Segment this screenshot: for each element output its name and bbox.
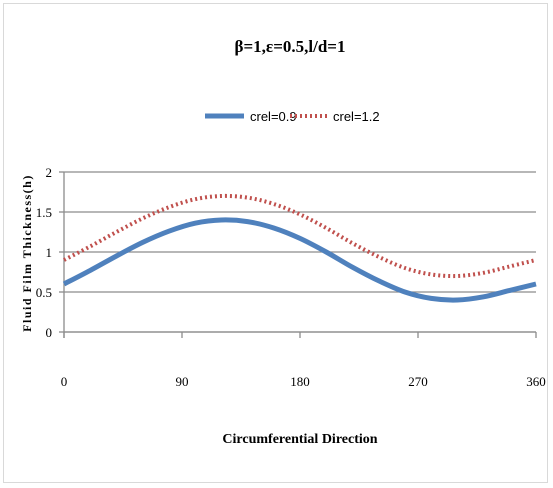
x-tick-label: 0 bbox=[61, 374, 68, 389]
legend-label-crel-1.2: crel=1.2 bbox=[333, 109, 380, 124]
y-tick-labels: 0 0.5 1 1.5 2 bbox=[36, 165, 52, 340]
y-tick-label: 0.5 bbox=[36, 285, 52, 300]
y-tick-label: 0 bbox=[46, 325, 53, 340]
chart-title: β=1,ε=0.5,l/d=1 bbox=[235, 37, 346, 56]
x-tick-label: 360 bbox=[526, 374, 546, 389]
x-tick-label: 270 bbox=[408, 374, 428, 389]
x-tick-label: 180 bbox=[290, 374, 310, 389]
x-tick-label: 90 bbox=[176, 374, 189, 389]
y-axis-title: Fluid Film Thickness(h) bbox=[20, 174, 34, 332]
y-tick-label: 2 bbox=[46, 165, 53, 180]
gridlines bbox=[64, 171, 536, 333]
legend-label-crel-0.9: crel=0.9 bbox=[250, 109, 297, 124]
legend: crel=0.9 crel=1.2 bbox=[205, 109, 380, 124]
y-tick-label: 1.5 bbox=[36, 205, 52, 220]
x-tick-labels: 0 90 180 270 360 bbox=[61, 374, 546, 389]
x-axis-title: Circumferential Direction bbox=[222, 432, 377, 447]
axes bbox=[59, 171, 537, 338]
y-tick-label: 1 bbox=[46, 245, 53, 260]
series-line-crel=0.9 bbox=[62, 217, 537, 303]
series-lines bbox=[62, 193, 537, 303]
chart-area bbox=[3, 3, 548, 483]
